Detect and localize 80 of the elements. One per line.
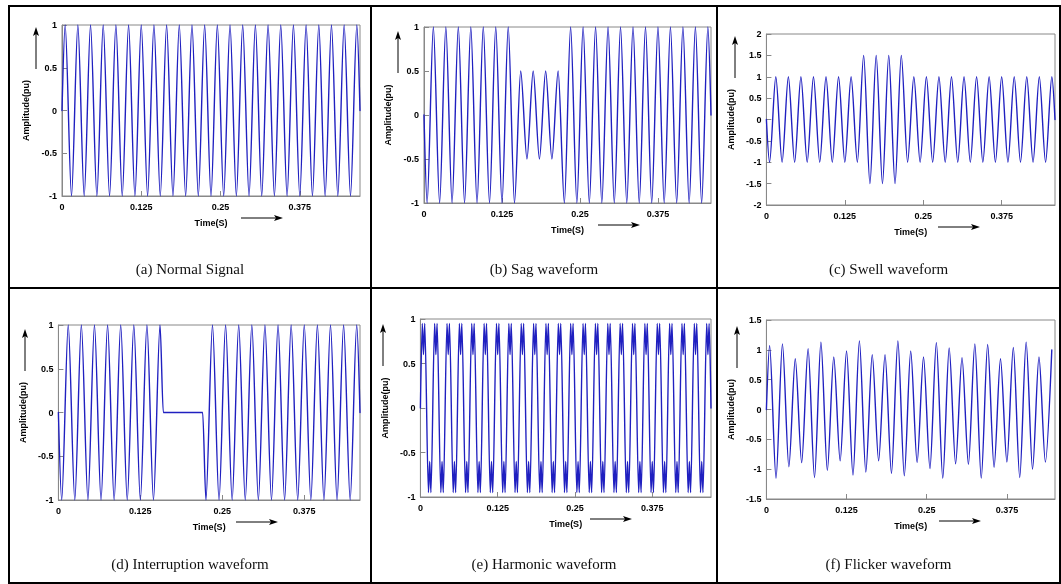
x-tick-label: 0.375 (646, 208, 670, 219)
x-tick-label: 0.125 (129, 505, 152, 516)
y-tick-label: -1 (48, 191, 57, 201)
x-tick-label: 0.125 (129, 201, 153, 212)
y-tick-label: 1 (48, 320, 54, 330)
text: (e) Harmonic waveform (470, 556, 618, 573)
y-tick-label: -1 (410, 198, 419, 208)
y-axis-title: Amplitude(pu) (21, 80, 32, 141)
y-tick-label: 1 (410, 314, 416, 324)
x-tick-label: 0.125 (833, 210, 857, 221)
x-axis-title: Time(S) (894, 226, 928, 237)
x-tick-label: 0.25 (571, 208, 589, 219)
text: (c) Swell waveform (827, 261, 950, 278)
y-tick-label: -1.5 (745, 178, 762, 189)
text: (d) Interruption waveform (110, 556, 270, 573)
x-tick-label: 0.375 (995, 504, 1019, 515)
y-tick-label: 1 (756, 344, 762, 355)
y-tick-label: -0.5 (41, 148, 57, 159)
x-tick-label: 0.375 (288, 201, 312, 212)
text: (b) Sag waveform (488, 261, 600, 278)
x-tick-label: 0.375 (990, 210, 1013, 221)
y-tick-label: -0.5 (745, 434, 762, 445)
line-series (423, 26, 712, 204)
y-axis-title: Amplitude(pu) (725, 379, 736, 440)
x-tick-label: 0.25 (566, 502, 584, 513)
y-tick-label: -2 (753, 200, 762, 210)
y-tick-label: -1 (45, 495, 54, 505)
x-tick-label: 0.25 (213, 505, 232, 516)
y-tick-label: 0 (51, 105, 57, 116)
x-tick-label: 0.375 (641, 502, 664, 513)
x-tick-label: 0.25 (211, 201, 230, 212)
line-series (419, 322, 712, 494)
y-tick-label: 0.5 (406, 66, 419, 76)
x-tick-label: 0.125 (835, 504, 858, 515)
x-axis-title: Time(S) (894, 520, 928, 531)
y-tick-label: -1 (753, 157, 762, 168)
y-axis-title: Amplitude(pu) (383, 84, 394, 146)
y-tick-label: 0 (48, 407, 54, 418)
y-tick-label: -0.5 (37, 451, 54, 462)
y-tick-label: 0 (413, 110, 419, 120)
y-tick-label: 1.5 (748, 315, 762, 325)
y-tick-label: -0.5 (745, 135, 762, 146)
text: (f) Flicker waveform (824, 556, 953, 573)
text: (a) Normal Signal (134, 261, 246, 278)
x-tick-label: 0 (763, 504, 769, 515)
x-tick-label: 0 (421, 208, 427, 219)
y-tick-label: 1 (413, 22, 419, 32)
y-tick-label: 0 (756, 114, 762, 125)
y-tick-label: 0 (756, 404, 762, 415)
x-axis-title: Time(S) (192, 521, 226, 532)
x-tick-label: 0.25 (917, 504, 936, 515)
y-tick-label: 0.5 (402, 358, 416, 369)
y-tick-label: -1.5 (745, 494, 762, 504)
y-tick-label: -0.5 (403, 154, 419, 164)
y-tick-label: -1 (407, 492, 416, 502)
y-tick-label: 1.5 (748, 50, 762, 61)
line-series (765, 340, 1053, 479)
y-axis-title: Amplitude(pu) (17, 382, 28, 443)
y-tick-label: 0.5 (748, 93, 762, 104)
y-axis-title: Amplitude(pu) (379, 377, 390, 439)
line-series (765, 54, 1056, 185)
y-tick-label: 2 (756, 29, 762, 39)
x-tick-label: 0 (59, 201, 65, 212)
x-axis-title: Time(S) (551, 224, 584, 235)
x-tick-label: 0.375 (293, 505, 316, 516)
y-tick-label: 1 (756, 71, 762, 82)
y-tick-label: 1 (51, 20, 57, 30)
y-tick-label: -0.5 (399, 447, 416, 458)
y-tick-label: 0.5 (748, 374, 762, 385)
x-tick-label: 0.125 (486, 502, 509, 513)
y-tick-label: 0.5 (44, 62, 57, 73)
x-axis-title: Time(S) (194, 217, 228, 228)
x-tick-label: 0.125 (490, 208, 514, 219)
y-tick-label: 0 (410, 403, 416, 413)
x-axis-title: Time(S) (549, 518, 583, 529)
y-axis-title: Amplitude(pu) (725, 89, 736, 150)
x-tick-label: 0.25 (914, 210, 933, 221)
y-tick-label: -1 (753, 464, 762, 475)
x-tick-label: 0 (763, 210, 769, 221)
y-tick-label: 0.5 (40, 363, 54, 374)
